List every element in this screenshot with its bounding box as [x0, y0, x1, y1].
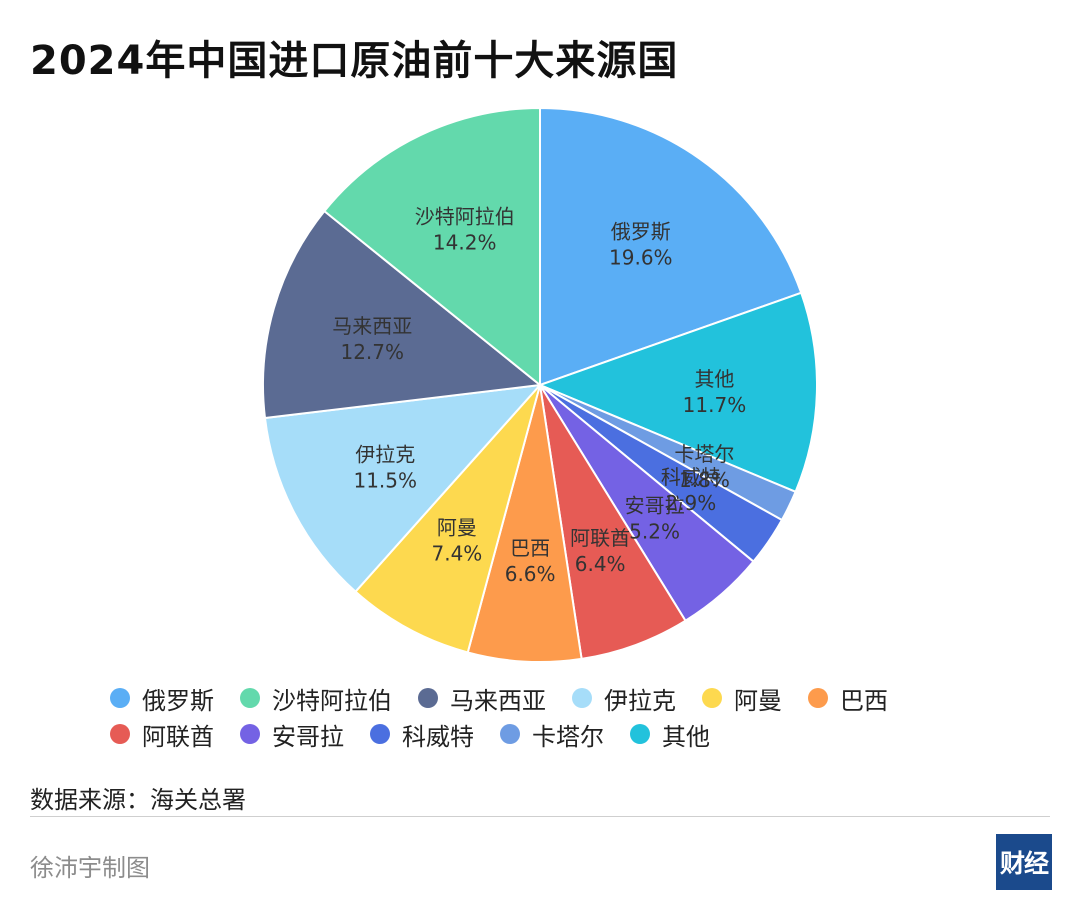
- slice-value-label-9: 12.7%: [340, 340, 404, 364]
- legend-item-angola[interactable]: 安哥拉: [240, 717, 344, 752]
- slice-name-label-2: 卡塔尔: [674, 442, 734, 466]
- pie-chart: 俄罗斯19.6%其他11.7%卡塔尔1.8%科威特2.9%安哥拉5.2%阿联酋6…: [262, 106, 818, 663]
- legend-label: 其他: [662, 722, 710, 751]
- slice-name-label-10: 沙特阿拉伯: [415, 205, 515, 229]
- legend-item-oman[interactable]: 阿曼: [702, 681, 782, 716]
- pie-slice-6[interactable]: [466, 384, 583, 663]
- legend-swatch: [630, 724, 650, 744]
- slice-value-label-1: 11.7%: [683, 393, 747, 417]
- slice-name-label-5: 阿联酋: [570, 526, 630, 550]
- legend-item-iraq[interactable]: 伊拉克: [572, 681, 676, 716]
- slice-value-label-8: 11.5%: [353, 469, 417, 493]
- pie-slice-7[interactable]: [354, 384, 541, 654]
- slice-value-label-3: 2.9%: [665, 491, 716, 515]
- legend-item-russia[interactable]: 俄罗斯: [110, 681, 214, 716]
- legend-label: 巴西: [840, 686, 888, 715]
- slice-name-label-4: 安哥拉: [625, 494, 685, 518]
- legend-item-malaysia[interactable]: 马来西亚: [418, 681, 546, 716]
- legend-item-kuwait[interactable]: 科威特: [370, 717, 474, 752]
- slice-value-label-2: 1.8%: [679, 468, 730, 492]
- slice-value-label-5: 6.4%: [575, 552, 626, 576]
- slice-value-label-10: 14.2%: [433, 231, 497, 255]
- legend: 俄罗斯 沙特阿拉伯 马来西亚 伊拉克 阿曼 巴西 阿联酋 安哥拉: [110, 680, 1010, 752]
- pie-slice-8[interactable]: [263, 383, 543, 594]
- legend-swatch: [500, 724, 520, 744]
- legend-label: 伊拉克: [604, 686, 676, 715]
- legend-label: 安哥拉: [272, 722, 344, 751]
- legend-swatch: [240, 688, 260, 708]
- legend-swatch: [240, 724, 260, 744]
- legend-swatch: [572, 688, 592, 708]
- data-source-note: 数据来源：海关总署: [30, 786, 246, 814]
- legend-label: 俄罗斯: [142, 686, 214, 715]
- slice-name-label-6: 巴西: [510, 536, 550, 560]
- pie-slice-5[interactable]: [539, 384, 687, 660]
- slice-name-label-9: 马来西亚: [332, 314, 412, 338]
- legend-label: 阿联酋: [142, 722, 214, 751]
- footer-divider: [30, 816, 1050, 817]
- legend-item-qatar[interactable]: 卡塔尔: [500, 717, 604, 752]
- legend-swatch: [702, 688, 722, 708]
- legend-item-brazil[interactable]: 巴西: [808, 681, 888, 716]
- pie-slice-10[interactable]: [322, 106, 541, 388]
- pie-slice-9[interactable]: [262, 209, 543, 420]
- slice-value-label-6: 6.6%: [505, 562, 556, 586]
- legend-swatch: [418, 688, 438, 708]
- legend-item-uae[interactable]: 阿联酋: [110, 717, 214, 752]
- slice-name-label-8: 伊拉克: [355, 443, 415, 467]
- legend-label: 马来西亚: [450, 686, 546, 715]
- legend-label: 阿曼: [734, 686, 782, 715]
- legend-swatch: [110, 724, 130, 744]
- legend-label: 沙特阿拉伯: [272, 686, 392, 715]
- legend-item-saudi-arabia[interactable]: 沙特阿拉伯: [240, 681, 392, 716]
- pie-slice-1[interactable]: [537, 291, 818, 494]
- slice-name-label-3: 科威特: [661, 465, 721, 489]
- chart-title: 2024年中国进口原油前十大来源国: [30, 38, 679, 84]
- legend-row-2: 阿联酋 安哥拉 科威特 卡塔尔 其他: [110, 716, 1010, 752]
- caijing-logo: 财经: [996, 834, 1052, 890]
- legend-label: 卡塔尔: [532, 722, 604, 751]
- slice-value-label-0: 19.6%: [609, 246, 673, 270]
- slice-name-label-0: 俄罗斯: [611, 220, 671, 244]
- legend-label: 科威特: [402, 722, 474, 751]
- slice-value-label-4: 5.2%: [629, 520, 680, 544]
- slice-name-label-1: 其他: [694, 367, 734, 391]
- slice-value-label-7: 7.4%: [431, 541, 482, 565]
- legend-swatch: [110, 688, 130, 708]
- legend-swatch: [370, 724, 390, 744]
- slice-name-label-7: 阿曼: [437, 515, 477, 539]
- legend-item-other[interactable]: 其他: [630, 717, 710, 752]
- legend-row-1: 俄罗斯 沙特阿拉伯 马来西亚 伊拉克 阿曼 巴西: [110, 680, 1010, 716]
- credit-note: 徐沛宇制图: [30, 854, 150, 882]
- legend-swatch: [808, 688, 828, 708]
